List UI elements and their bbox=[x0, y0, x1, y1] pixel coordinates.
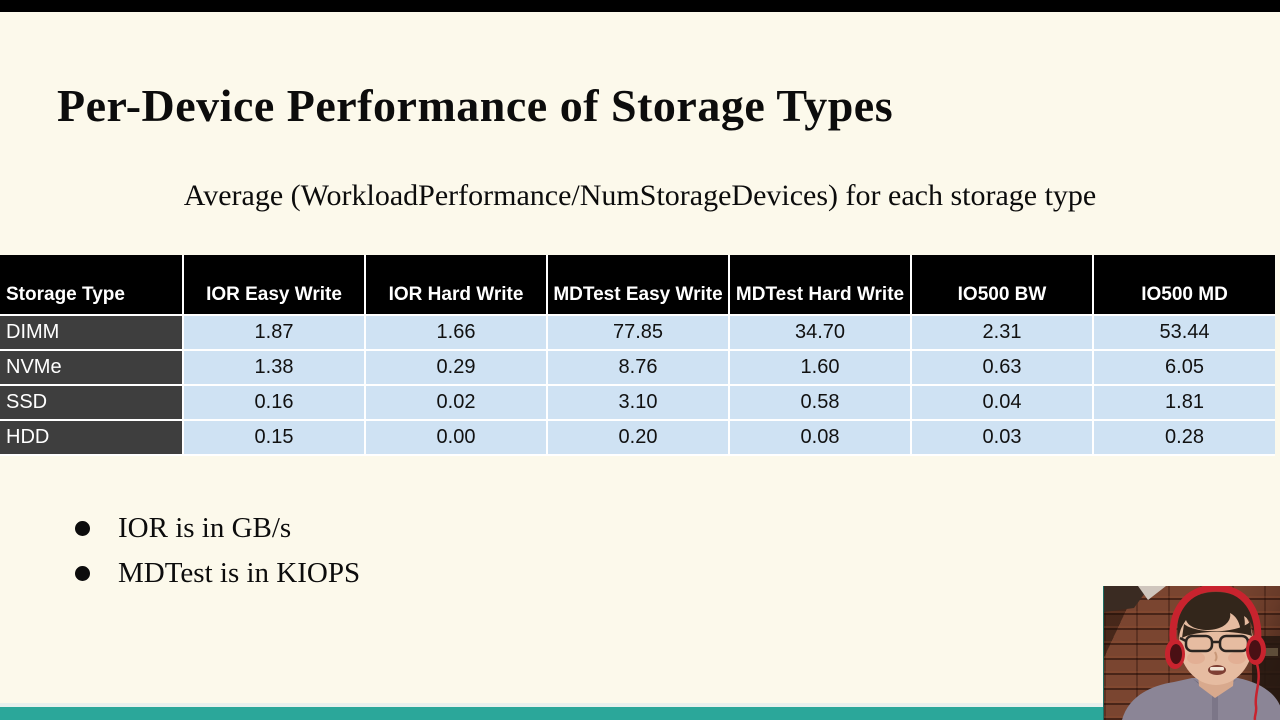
table-cell: 0.04 bbox=[911, 385, 1094, 421]
column-header: MDTest Easy Write bbox=[547, 255, 730, 316]
row-label: NVMe bbox=[0, 350, 184, 386]
row-label: HDD bbox=[0, 420, 184, 456]
table-cell: 0.03 bbox=[911, 420, 1094, 456]
column-header: IOR Hard Write bbox=[365, 255, 548, 316]
table-cell: 8.76 bbox=[547, 350, 730, 386]
table-cell: 1.81 bbox=[1093, 385, 1275, 421]
presenter-figure bbox=[1104, 586, 1280, 720]
table-cell: 2.31 bbox=[911, 315, 1094, 351]
bullet-list: IOR is in GB/s MDTest is in KIOPS bbox=[0, 506, 900, 596]
page-title: Per-Device Performance of Storage Types bbox=[57, 80, 894, 131]
footer-teal-bar bbox=[0, 707, 1280, 720]
table-cell: 0.16 bbox=[183, 385, 366, 421]
table-row: HDD 0.15 0.00 0.20 0.08 0.03 0.28 bbox=[0, 420, 1275, 456]
footer-accent-strip bbox=[0, 703, 1280, 707]
list-item: IOR is in GB/s bbox=[0, 506, 900, 551]
table-cell: 6.05 bbox=[1093, 350, 1275, 386]
table-cell: 0.58 bbox=[729, 385, 912, 421]
table-row: NVMe 1.38 0.29 8.76 1.60 0.63 6.05 bbox=[0, 350, 1275, 386]
table-cell: 3.10 bbox=[547, 385, 730, 421]
column-header: MDTest Hard Write bbox=[729, 255, 912, 316]
performance-table: Storage Type IOR Easy Write IOR Hard Write… bbox=[0, 255, 1275, 456]
table-cell: 77.85 bbox=[547, 315, 730, 351]
row-label: SSD bbox=[0, 385, 184, 421]
table-cell: 1.38 bbox=[183, 350, 366, 386]
column-header: IO500 MD bbox=[1093, 255, 1275, 316]
table-cell: 0.00 bbox=[365, 420, 548, 456]
slide-subtitle: Average (WorkloadPerformance/NumStorageD… bbox=[183, 179, 1097, 212]
table-row: DIMM 1.87 1.66 77.85 34.70 2.31 53.44 bbox=[0, 315, 1275, 351]
table-cell: 0.20 bbox=[547, 420, 730, 456]
list-item: MDTest is in KIOPS bbox=[0, 551, 900, 596]
bullet-text: IOR is in GB/s bbox=[118, 512, 292, 544]
column-header: IOR Easy Write bbox=[183, 255, 366, 316]
column-header-storage-type: Storage Type bbox=[0, 255, 184, 316]
table-cell: 0.02 bbox=[365, 385, 548, 421]
bullet-icon bbox=[75, 521, 90, 536]
video-letterbox-bar bbox=[0, 0, 1280, 12]
table-cell: 0.28 bbox=[1093, 420, 1275, 456]
column-header: IO500 BW bbox=[911, 255, 1094, 316]
table-cell: 1.60 bbox=[729, 350, 912, 386]
table-cell: 1.87 bbox=[183, 315, 366, 351]
row-label: DIMM bbox=[0, 315, 184, 351]
table-cell: 1.66 bbox=[365, 315, 548, 351]
bullet-icon bbox=[75, 566, 90, 581]
table-row: SSD 0.16 0.02 3.10 0.58 0.04 1.81 bbox=[0, 385, 1275, 421]
table-cell: 0.08 bbox=[729, 420, 912, 456]
table-cell: 0.63 bbox=[911, 350, 1094, 386]
table-cell: 0.15 bbox=[183, 420, 366, 456]
table-cell: 53.44 bbox=[1093, 315, 1275, 351]
bullet-text: MDTest is in KIOPS bbox=[118, 557, 361, 589]
table-header-row: Storage Type IOR Easy Write IOR Hard Write… bbox=[0, 255, 1275, 316]
table-cell: 0.29 bbox=[365, 350, 548, 386]
presenter-webcam bbox=[1103, 586, 1280, 720]
table-cell: 34.70 bbox=[729, 315, 912, 351]
